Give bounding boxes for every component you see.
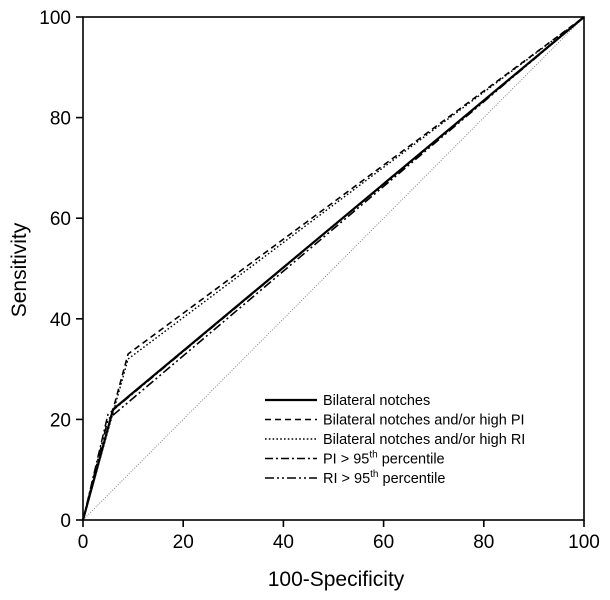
- y-tick-label: 60: [50, 209, 71, 230]
- y-axis-title: Sensitivity: [8, 222, 31, 317]
- x-tick-label: 40: [273, 532, 294, 553]
- ticks: 0 20 40 60 80 100 0 20 40 60 80 100: [39, 8, 600, 553]
- legend-label-5: RI > 95th percentile: [323, 469, 445, 487]
- legend-label-3: Bilateral notches and/or high RI: [323, 432, 525, 448]
- legend-label-1: Bilateral notches: [323, 393, 430, 409]
- series-line-5: [82, 16, 585, 521]
- series-line-4: [82, 16, 585, 521]
- series-line-2: [82, 16, 585, 521]
- plot-area: [81, 16, 585, 521]
- y-tick-label: 20: [50, 410, 71, 431]
- x-axis-title: 100-Specificity: [268, 568, 405, 591]
- legend: Bilateral notches Bilateral notches and/o…: [265, 393, 525, 487]
- legend-label-4: PI > 95th percentile: [323, 450, 445, 468]
- x-tick-label: 100: [568, 532, 600, 553]
- x-tick-label: 80: [473, 532, 494, 553]
- y-tick-label: 40: [50, 310, 71, 331]
- axes: [82, 16, 585, 521]
- y-tick-label: 100: [39, 8, 71, 29]
- y-tick-label: 80: [50, 109, 71, 130]
- x-tick-label: 60: [373, 532, 394, 553]
- y-tick-label: 0: [60, 511, 71, 532]
- legend-label-2: Bilateral notches and/or high PI: [323, 413, 525, 429]
- plot-frame: [82, 16, 585, 521]
- x-tick-label: 0: [78, 532, 89, 553]
- x-tick-label: 20: [173, 532, 194, 553]
